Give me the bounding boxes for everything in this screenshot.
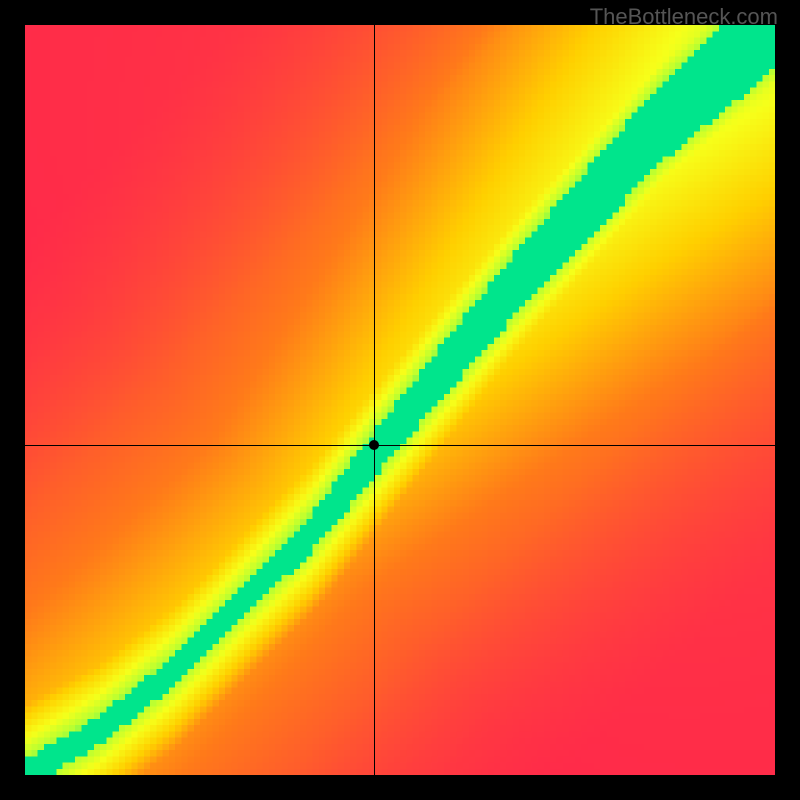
heatmap-canvas xyxy=(25,25,775,775)
heatmap-plot xyxy=(25,25,775,775)
watermark-text: TheBottleneck.com xyxy=(590,4,778,30)
